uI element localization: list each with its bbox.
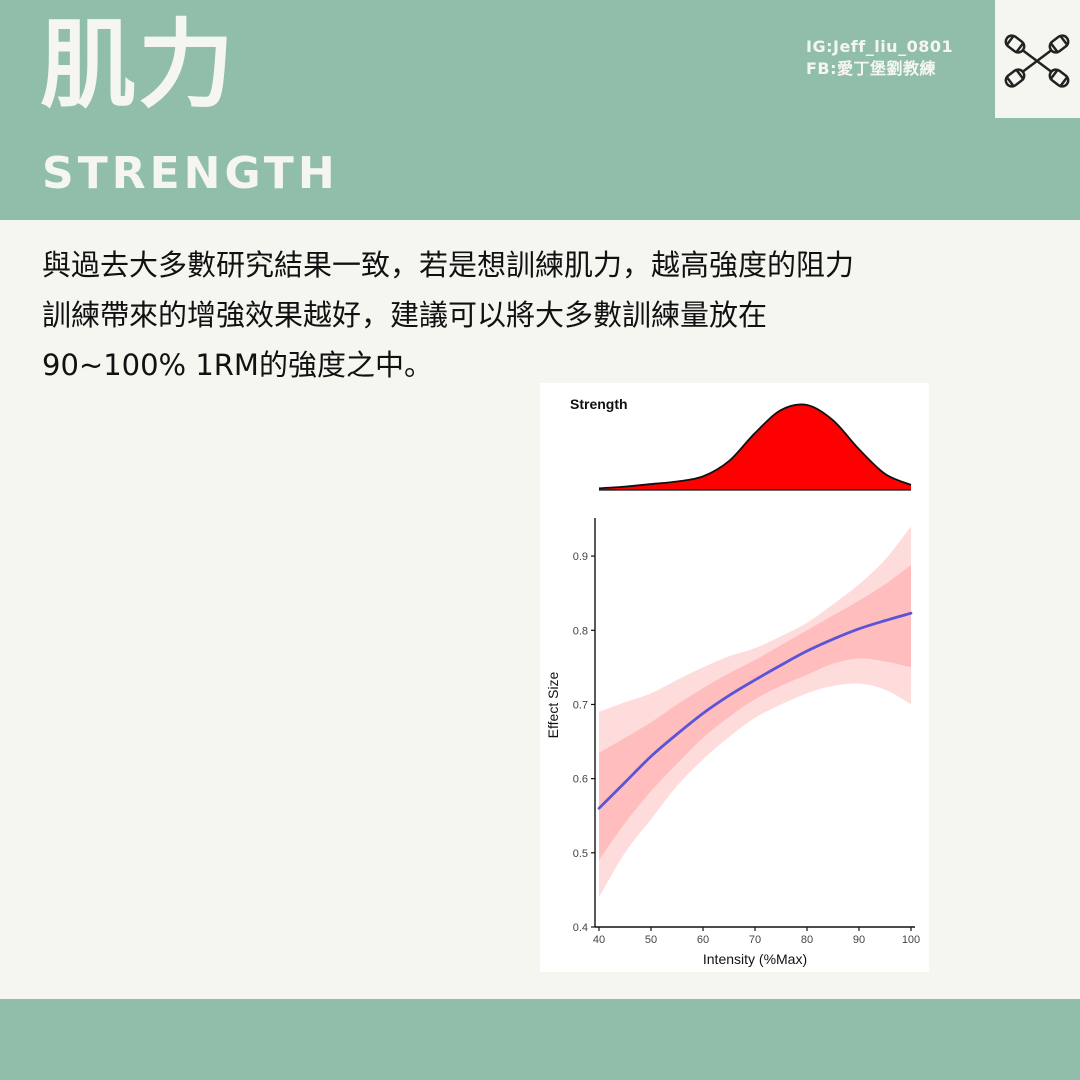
density-title: Strength <box>570 396 628 412</box>
y-tick-label: 0.8 <box>573 625 588 637</box>
page-title-en: STRENGTH <box>42 148 339 199</box>
density-area <box>599 404 911 490</box>
body-line-2: 訓練帶來的增強效果越好，建議可以將大多數訓練量放在 <box>42 298 768 332</box>
logo <box>995 0 1080 118</box>
x-tick-label: 50 <box>645 934 657 946</box>
body-line-1: 與過去大多數研究結果一致，若是想訓練肌力，越高強度的阻力 <box>42 248 855 282</box>
ci-outer-band <box>599 526 911 898</box>
strength-chart: Strength 0.4 0.5 0.6 0.7 0.8 0.9 40 50 60 70 80 90 1… <box>545 396 920 967</box>
body-paragraph: 與過去大多數研究結果一致，若是想訓練肌力，越高強度的阻力 訓練帶來的增強效果越好… <box>42 240 1042 390</box>
social-handles: IG:Jeff_liu_0801 FB:愛丁堡劉教練 <box>806 36 953 80</box>
y-tick-label: 0.9 <box>573 551 588 563</box>
facebook-handle: FB:愛丁堡劉教練 <box>806 59 937 78</box>
footer-bar <box>0 999 1080 1080</box>
x-tick-label: 40 <box>593 934 605 946</box>
x-tick-label: 80 <box>801 934 813 946</box>
x-tick-label: 70 <box>749 934 761 946</box>
x-tick-label: 90 <box>853 934 865 946</box>
y-tick-label: 0.5 <box>573 848 588 860</box>
crossed-dumbbells-icon <box>1004 34 1070 88</box>
y-tick-label: 0.6 <box>573 774 588 786</box>
estimate-line <box>597 611 913 810</box>
body-line-3: 90~100% 1RM的強度之中。 <box>42 348 433 382</box>
x-axis-label: Intensity (%Max) <box>703 951 807 967</box>
y-axis-label: Effect Size <box>545 671 561 738</box>
y-tick-label: 0.7 <box>573 699 588 711</box>
y-tick-label: 0.4 <box>573 922 588 934</box>
chart-panel: Strength 0.4 0.5 0.6 0.7 0.8 0.9 40 50 60 70 80 90 1… <box>540 383 929 972</box>
x-tick-label: 60 <box>697 934 709 946</box>
density-outline <box>598 403 912 490</box>
x-tick-label: 100 <box>902 934 920 946</box>
page-title-zh: 肌力 <box>40 9 236 121</box>
instagram-handle: IG:Jeff_liu_0801 <box>806 37 954 56</box>
header-bar: 肌力 STRENGTH IG:Jeff_liu_0801 FB:愛丁堡劉教練 <box>0 0 1080 220</box>
